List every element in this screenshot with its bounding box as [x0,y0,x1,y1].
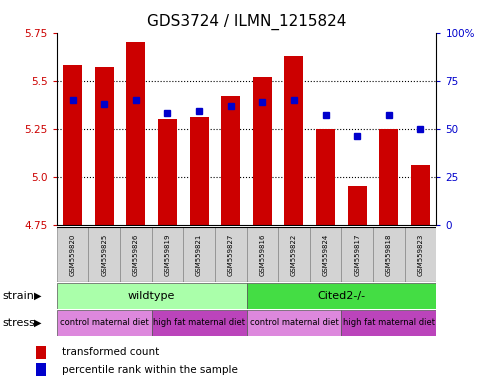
Bar [88,227,120,282]
Bar [152,310,246,336]
Bar [411,165,430,225]
Text: control maternal diet: control maternal diet [249,318,338,328]
Text: GSM559817: GSM559817 [354,233,360,276]
Text: GSM559816: GSM559816 [259,233,265,276]
Text: percentile rank within the sample: percentile rank within the sample [62,364,238,375]
Bar [126,42,145,225]
Bar [63,65,82,225]
Bar [120,227,152,282]
Text: GSM559825: GSM559825 [101,233,107,276]
Text: wildtype: wildtype [128,291,176,301]
Text: GSM559819: GSM559819 [164,233,171,276]
Text: Cited2-/-: Cited2-/- [317,291,365,301]
Bar [95,67,113,225]
Text: ▶: ▶ [34,318,41,328]
Bar [341,310,436,336]
Bar [310,227,341,282]
Text: transformed count: transformed count [62,347,160,358]
Text: GSM559820: GSM559820 [70,233,75,276]
Bar [221,96,240,225]
Bar [57,310,152,336]
Text: GSM559818: GSM559818 [386,233,392,276]
Text: control maternal diet: control maternal diet [60,318,148,328]
Bar [183,227,215,282]
Text: ▶: ▶ [34,291,41,301]
Bar [36,346,46,359]
Bar [278,227,310,282]
Bar [373,227,405,282]
Bar [215,227,246,282]
Text: strain: strain [2,291,35,301]
Text: high fat maternal diet: high fat maternal diet [343,318,435,328]
Text: high fat maternal diet: high fat maternal diet [153,318,245,328]
Title: GDS3724 / ILMN_1215824: GDS3724 / ILMN_1215824 [147,14,346,30]
Bar [57,283,246,309]
Text: GSM559826: GSM559826 [133,233,139,276]
Text: GSM559822: GSM559822 [291,233,297,276]
Text: GSM559821: GSM559821 [196,233,202,276]
Bar [152,227,183,282]
Bar [246,283,436,309]
Text: GSM559824: GSM559824 [322,233,329,276]
Bar [36,363,46,376]
Bar [246,310,341,336]
Bar [158,119,177,225]
Text: GSM559827: GSM559827 [228,233,234,276]
Bar [380,129,398,225]
Bar [348,186,367,225]
Bar [341,227,373,282]
Bar [246,227,278,282]
Bar [189,117,209,225]
Text: GSM559823: GSM559823 [418,233,423,276]
Bar [284,56,304,225]
Bar [253,77,272,225]
Bar [57,227,88,282]
Bar [405,227,436,282]
Bar [316,129,335,225]
Text: stress: stress [2,318,35,328]
